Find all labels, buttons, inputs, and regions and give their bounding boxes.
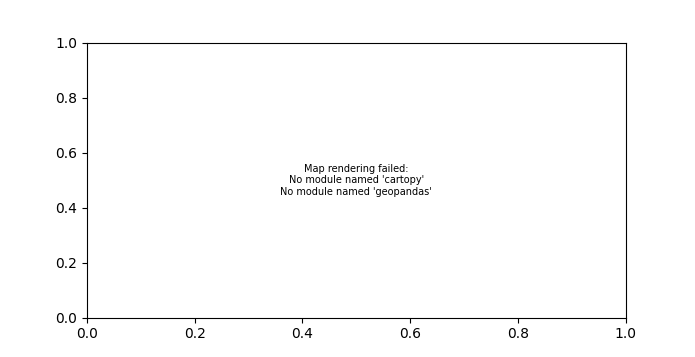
- Text: Map rendering failed:
No module named 'cartopy'
No module named 'geopandas': Map rendering failed: No module named 'c…: [280, 164, 432, 197]
